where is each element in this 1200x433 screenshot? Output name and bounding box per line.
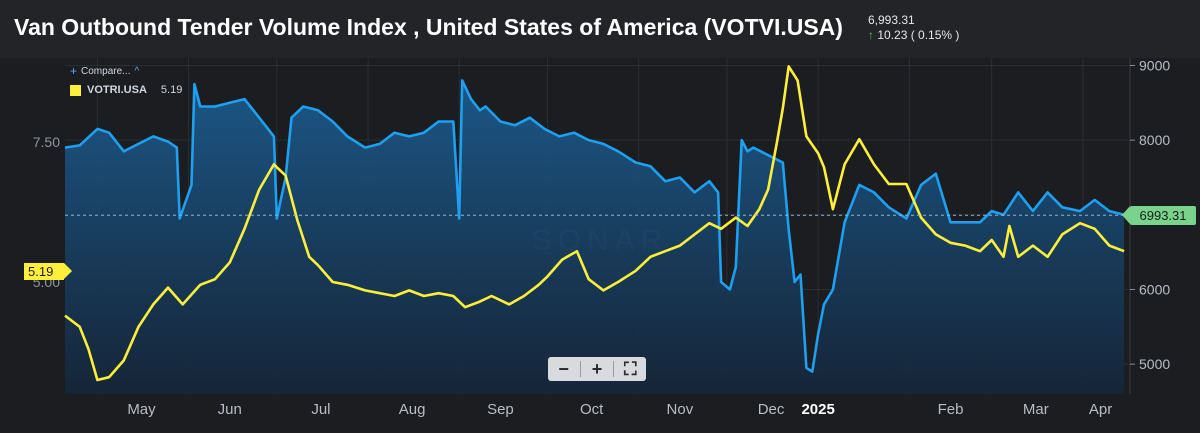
x-axis-tick-label: Mar (1023, 401, 1049, 418)
chevron-up-icon: ^ (134, 65, 140, 77)
header-bar: Van Outbound Tender Volume Index , Unite… (0, 0, 1200, 58)
legend-swatch (70, 84, 81, 96)
zoom-in-button[interactable]: + (591, 359, 603, 379)
divider (579, 361, 581, 377)
x-axis-tick-label: Sep (487, 401, 514, 418)
chart-title: Van Outbound Tender Volume Index , Unite… (14, 14, 843, 40)
right-axis-tick-label: 5000 (1139, 356, 1170, 372)
x-axis-tick-label: Jul (311, 401, 330, 418)
zoom-reset-button[interactable]: ⛶ (624, 359, 637, 379)
x-axis-tick-label: Nov (667, 401, 694, 418)
series-line-votvi (64, 79, 1125, 373)
price-change: 10.23 ( 0.15% ) (877, 28, 960, 42)
plus-icon: + (70, 64, 78, 78)
legend-series-label: VOTRI.USA (87, 84, 147, 96)
votri-last-value-tag: 5.19 (24, 262, 72, 280)
series-area-votvi (65, 80, 1125, 395)
legend: + Compare... ^ VOTRI.USA 5.19 (70, 64, 182, 96)
x-axis-tick-label: Dec (758, 401, 785, 418)
compare-label: Compare... (81, 65, 131, 77)
up-arrow-icon: ↑ (868, 28, 874, 42)
zoom-controls: − + ⛶ (548, 357, 646, 381)
compare-dropdown[interactable]: + Compare... ^ (70, 64, 182, 78)
left-axis-tick-label: 7.50 (33, 134, 60, 150)
x-axis-tick-label: Jun (218, 401, 242, 418)
right-axis-tick-label: 9000 (1139, 57, 1170, 73)
right-axis-tick-label: 8000 (1139, 132, 1170, 148)
x-axis-tick-label: 2025 (801, 401, 834, 418)
right-axis-tick-label: 6000 (1139, 281, 1170, 297)
divider (613, 361, 615, 377)
x-axis-tick-label: Apr (1089, 401, 1112, 418)
series-line-votri (64, 65, 1125, 382)
zoom-out-button[interactable]: − (558, 359, 569, 379)
last-price: 6,993.31 (868, 13, 915, 27)
x-axis-tick-label: Aug (399, 401, 426, 418)
price-quote: 6,993.31 ↑ 10.23 ( 0.15% ) (868, 13, 959, 43)
x-axis-tick-label: May (127, 401, 156, 418)
legend-series-value: 5.19 (160, 84, 183, 96)
x-axis-tick-label: Feb (938, 401, 964, 418)
x-axis-tick-label: Oct (580, 401, 604, 418)
votvi-last-value-tag: 6993.31 (1122, 205, 1196, 225)
legend-series-votri[interactable]: VOTRI.USA 5.19 (70, 84, 182, 96)
